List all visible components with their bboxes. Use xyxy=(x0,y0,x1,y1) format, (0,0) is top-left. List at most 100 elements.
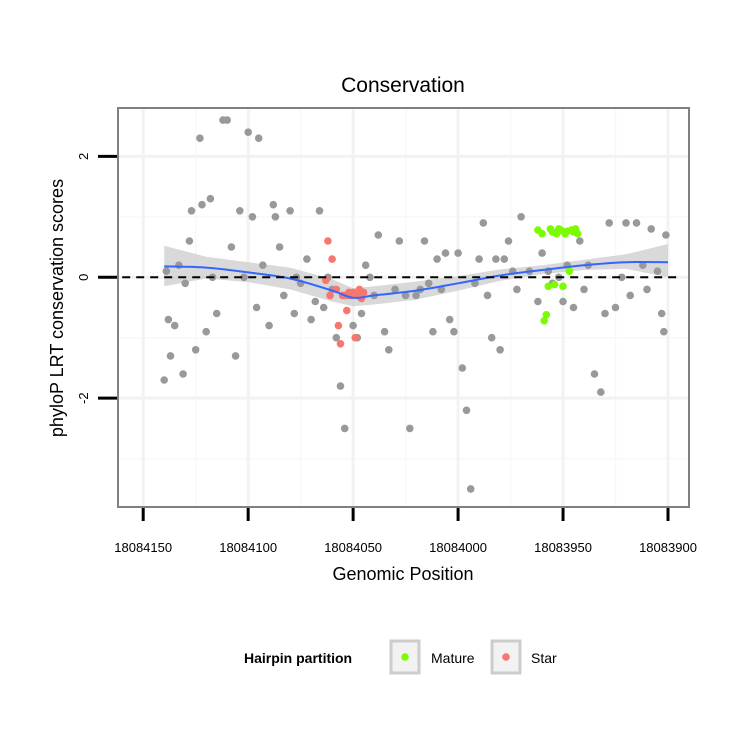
point-other xyxy=(504,237,513,245)
point-other xyxy=(406,424,414,433)
x-tick-label: 18083950 xyxy=(534,540,592,555)
point-other xyxy=(191,346,200,354)
point-other xyxy=(653,267,662,276)
y-axis: 2 0 -2 xyxy=(76,153,117,404)
point-other xyxy=(429,327,437,336)
point-other xyxy=(198,200,206,209)
point-other xyxy=(626,291,634,300)
panel-grid xyxy=(118,108,689,507)
point-other xyxy=(181,279,189,288)
point-other xyxy=(569,303,578,312)
x-tick-label: 18084150 xyxy=(114,540,172,555)
point-other xyxy=(639,261,647,270)
data-points xyxy=(160,116,670,493)
point-other xyxy=(611,303,620,312)
point-star xyxy=(336,340,345,348)
point-other xyxy=(433,255,441,263)
point-mature xyxy=(544,282,553,291)
point-other xyxy=(269,200,278,209)
point-other xyxy=(332,333,341,342)
point-star xyxy=(351,333,360,342)
point-other xyxy=(275,243,284,251)
panel-background xyxy=(118,108,689,507)
smooth-line xyxy=(164,260,669,299)
legend-dot-mature xyxy=(401,653,409,661)
point-other xyxy=(657,309,666,318)
legend-dot-star xyxy=(502,653,510,661)
point-other xyxy=(240,273,248,282)
point-other xyxy=(196,134,204,142)
point-other xyxy=(500,255,509,263)
point-mature xyxy=(573,229,582,238)
point-other xyxy=(160,376,168,384)
point-other xyxy=(336,382,345,390)
legend: Hairpin partition Mature Star xyxy=(244,639,557,675)
point-star xyxy=(334,321,343,330)
point-other xyxy=(286,207,294,215)
x-axis-title: Genomic Position xyxy=(332,564,473,584)
point-other xyxy=(622,219,630,227)
point-other xyxy=(441,249,450,257)
point-other xyxy=(590,370,599,378)
point-other xyxy=(605,219,613,227)
point-other xyxy=(632,219,641,227)
point-other xyxy=(166,352,175,360)
point-mature xyxy=(550,280,559,289)
point-other xyxy=(179,370,187,378)
point-other xyxy=(662,231,670,239)
x-tick-label: 18084000 xyxy=(429,540,487,555)
x-tick-label: 18084050 xyxy=(324,540,382,555)
point-other xyxy=(424,279,433,288)
point-other xyxy=(259,261,267,270)
legend-label-star: Star xyxy=(531,650,557,666)
legend-title: Hairpin partition xyxy=(244,650,352,666)
point-star xyxy=(324,237,332,245)
y-tick-label: 0 xyxy=(76,274,91,281)
point-other xyxy=(445,315,454,324)
point-other xyxy=(517,213,525,221)
point-mature xyxy=(540,317,548,325)
point-other xyxy=(513,285,521,294)
point-other xyxy=(319,303,328,312)
point-star xyxy=(359,288,368,297)
point-other xyxy=(458,364,467,372)
smooth-line-path xyxy=(164,260,669,299)
x-tick-label: 18084100 xyxy=(219,540,277,555)
x-tick-label: 18083900 xyxy=(639,540,697,555)
panel-border xyxy=(117,107,690,508)
point-other xyxy=(466,485,475,493)
point-other xyxy=(202,327,210,336)
point-other xyxy=(401,291,410,300)
point-other xyxy=(601,309,609,318)
point-other xyxy=(315,207,324,215)
point-other xyxy=(223,116,231,124)
point-other xyxy=(244,128,252,136)
point-other xyxy=(643,285,651,294)
point-other xyxy=(395,237,404,245)
legend-label-mature: Mature xyxy=(431,650,475,666)
point-other xyxy=(170,321,179,330)
point-other xyxy=(227,243,236,251)
chart-title: Conservation xyxy=(341,74,465,97)
point-other xyxy=(231,352,240,360)
point-other xyxy=(290,309,299,318)
point-other xyxy=(265,321,273,330)
point-star xyxy=(326,291,334,300)
point-star xyxy=(328,255,336,263)
point-other xyxy=(647,225,655,233)
point-other xyxy=(420,237,429,245)
y-tick-label: -2 xyxy=(76,392,91,404)
legend-entry-star: Star xyxy=(490,639,557,675)
point-other xyxy=(271,213,280,221)
point-other xyxy=(374,231,383,239)
point-star xyxy=(322,276,330,285)
point-other xyxy=(366,273,374,282)
point-other xyxy=(340,424,349,433)
point-other xyxy=(454,249,462,257)
y-tick-label: 2 xyxy=(76,153,91,160)
point-other xyxy=(479,219,488,227)
point-other xyxy=(580,285,588,294)
point-other xyxy=(475,255,483,263)
point-mature xyxy=(565,267,574,276)
